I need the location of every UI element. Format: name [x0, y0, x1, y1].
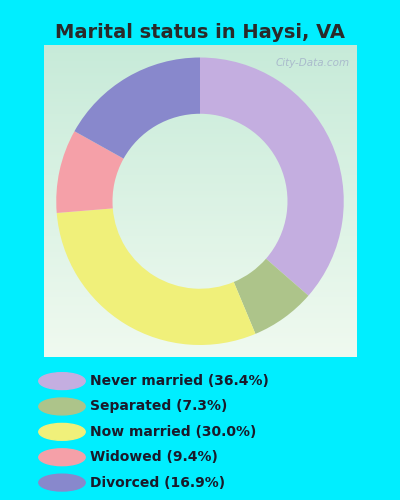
Text: Never married (36.4%): Never married (36.4%): [90, 374, 269, 388]
Text: Divorced (16.9%): Divorced (16.9%): [90, 476, 225, 490]
Wedge shape: [200, 58, 344, 296]
Circle shape: [39, 372, 85, 390]
Circle shape: [39, 424, 85, 440]
Circle shape: [39, 398, 85, 415]
Wedge shape: [74, 58, 200, 158]
Wedge shape: [234, 258, 308, 334]
Text: Widowed (9.4%): Widowed (9.4%): [90, 450, 218, 464]
Text: Marital status in Haysi, VA: Marital status in Haysi, VA: [55, 23, 345, 42]
Wedge shape: [57, 208, 256, 345]
Text: City-Data.com: City-Data.com: [276, 58, 350, 68]
Circle shape: [39, 474, 85, 491]
Wedge shape: [56, 131, 124, 213]
Circle shape: [39, 449, 85, 466]
Text: Separated (7.3%): Separated (7.3%): [90, 400, 227, 413]
Text: Now married (30.0%): Now married (30.0%): [90, 425, 256, 439]
